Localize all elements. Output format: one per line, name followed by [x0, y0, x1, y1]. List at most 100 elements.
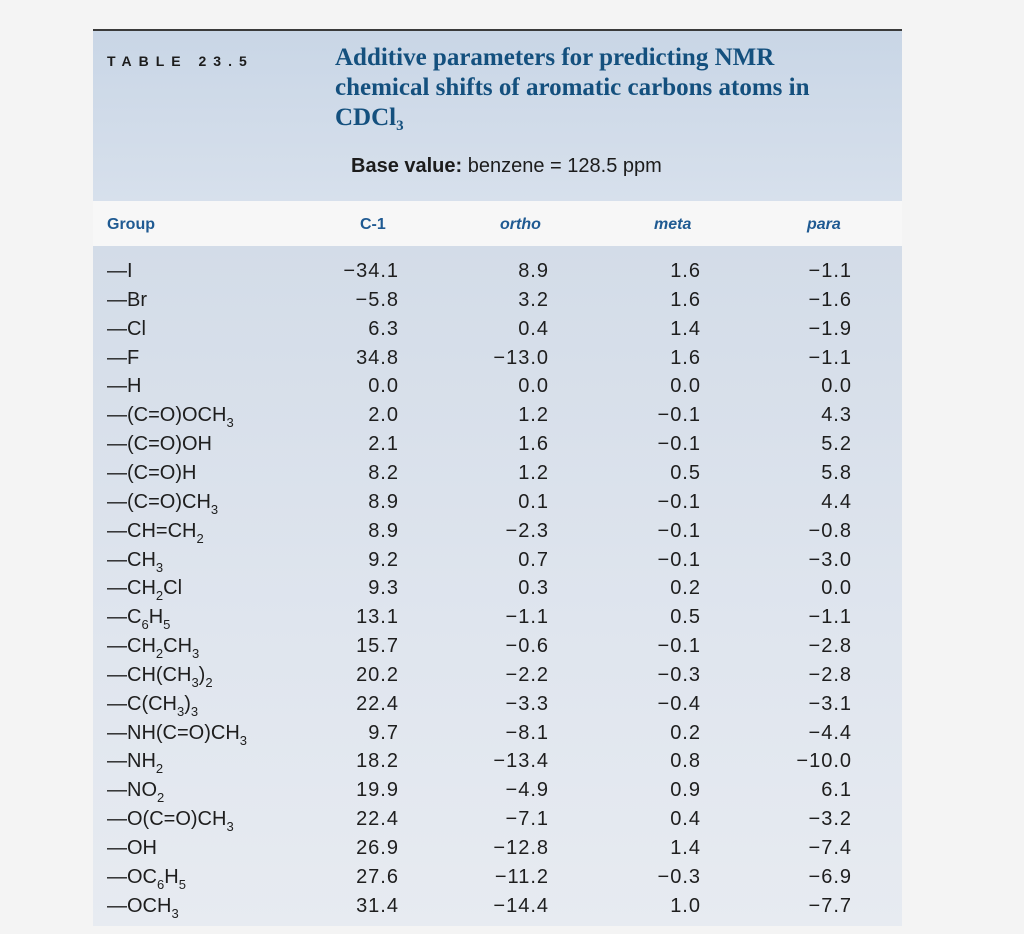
table-row: —(C=O)OCH3 2.0 1.2 −0.1 4.3 [93, 402, 902, 431]
table-row: —O(C=O)CH3 22.4 −7.1 0.4 −3.2 [93, 806, 902, 835]
cell-para: 6.1 [821, 779, 852, 802]
table-caption: Additive parameters for predicting NMR c… [335, 43, 895, 134]
cell-meta: 1.4 [670, 317, 701, 340]
cell-ortho: −0.6 [505, 635, 549, 658]
cell-c1: −5.8 [355, 288, 399, 311]
table-row: —F 34.8 −13.0 1.6 −1.1 [93, 345, 902, 374]
cell-c1: 2.0 [368, 404, 399, 427]
cell-group: —NH(C=O)CH3 [107, 721, 248, 748]
table-row: —C(CH3)3 22.4 −3.3 −0.4 −3.1 [93, 691, 902, 720]
cell-ortho: 0.1 [518, 490, 549, 513]
cell-group: —O(C=O)CH3 [107, 808, 234, 835]
cell-para: −1.1 [808, 606, 852, 629]
cell-c1: 20.2 [356, 663, 399, 686]
cell-para: −7.4 [808, 837, 852, 859]
cell-para: −3.2 [808, 808, 852, 831]
cell-para: −1.6 [808, 288, 852, 311]
table-row: —Cl 6.3 0.4 1.4 −1.9 [93, 316, 902, 345]
cell-ortho: −1.1 [505, 606, 549, 629]
cell-meta: 0.5 [670, 461, 701, 484]
table-row: —I −34.1 8.9 1.6 −1.1 [93, 258, 902, 287]
cell-group: —CH3 [107, 548, 164, 575]
cell-para: −2.8 [808, 635, 852, 658]
cell-meta: −0.3 [657, 663, 701, 686]
cell-para: −1.1 [808, 346, 852, 369]
cell-meta: −0.1 [657, 635, 701, 658]
cell-ortho: 0.0 [518, 375, 549, 398]
cell-ortho: −3.3 [505, 692, 549, 715]
cell-meta: 1.4 [670, 837, 701, 859]
table-row: —CH3 9.2 0.7 −0.1 −3.0 [93, 547, 902, 576]
cell-ortho: 0.4 [518, 317, 549, 340]
cell-para: −1.1 [808, 260, 852, 282]
column-header-row: Group C-1 ortho meta para [93, 201, 902, 246]
cell-para: 5.2 [821, 433, 852, 456]
cell-c1: 6.3 [368, 317, 399, 340]
cell-para: 5.8 [821, 461, 852, 484]
table-row: —(C=O)H 8.2 1.2 0.5 5.8 [93, 460, 902, 489]
cell-ortho: 3.2 [518, 288, 549, 311]
base-value-text: benzene = 128.5 ppm [467, 155, 662, 177]
cell-ortho: −4.9 [505, 779, 549, 802]
cell-c1: 34.8 [356, 346, 399, 369]
cell-ortho: 1.6 [518, 433, 549, 456]
table-row: —(C=O)OH 2.1 1.6 −0.1 5.2 [93, 431, 902, 460]
cell-para: −3.1 [808, 692, 852, 715]
cell-ortho: 1.2 [518, 461, 549, 484]
cell-meta: −0.1 [657, 433, 701, 456]
column-header-c1: C-1 [360, 216, 386, 233]
column-header-para: para [807, 216, 841, 233]
cell-meta: −0.1 [657, 404, 701, 427]
cell-ortho: −7.1 [505, 808, 549, 831]
cell-para: 0.0 [821, 375, 852, 398]
column-header-ortho: ortho [500, 216, 541, 233]
cell-c1: 27.6 [356, 865, 399, 888]
cell-meta: 0.8 [670, 750, 701, 773]
cell-c1: 9.3 [368, 577, 399, 600]
cell-ortho: 8.9 [518, 260, 549, 282]
table-body: —I −34.1 8.9 1.6 −1.1 —Br −5.8 3.2 1.6 −1.6 —Cl 6.3… [93, 246, 902, 926]
cell-para: −7.7 [808, 894, 852, 917]
cell-group: —CH=CH2 [107, 519, 204, 546]
cell-meta: 0.4 [670, 808, 701, 831]
cell-para: −0.8 [808, 519, 852, 542]
cell-ortho: −12.8 [493, 837, 549, 859]
cell-c1: 31.4 [356, 894, 399, 917]
cell-group: —CH(CH3)2 [107, 663, 213, 690]
cell-group: —OH [107, 837, 157, 859]
cell-c1: 22.4 [356, 808, 399, 831]
cell-meta: 0.0 [670, 375, 701, 398]
cell-ortho: −13.0 [493, 346, 549, 369]
cell-group: —C6H5 [107, 606, 171, 633]
table-row: —CH2CH3 15.7 −0.6 −0.1 −2.8 [93, 633, 902, 662]
table-row: —OC6H5 27.6 −11.2 −0.3 −6.9 [93, 864, 902, 893]
cell-c1: 26.9 [356, 837, 399, 859]
cell-para: −2.8 [808, 663, 852, 686]
cell-meta: 1.6 [670, 288, 701, 311]
cell-c1: 22.4 [356, 692, 399, 715]
cell-para: −6.9 [808, 865, 852, 888]
table-row: —(C=O)CH3 8.9 0.1 −0.1 4.4 [93, 489, 902, 518]
cell-c1: 8.9 [368, 519, 399, 542]
cell-group: —(C=O)H [107, 461, 197, 484]
cell-c1: 9.2 [368, 548, 399, 571]
table-row: —OCH3 31.4 −14.4 1.0 −7.7 [93, 893, 902, 922]
cell-meta: −0.4 [657, 692, 701, 715]
cell-meta: 1.0 [670, 894, 701, 917]
cell-meta: −0.3 [657, 865, 701, 888]
cell-group: —(C=O)OH [107, 433, 212, 456]
cell-group: —CH2Cl [107, 577, 183, 604]
base-value: Base value: benzene = 128.5 ppm [351, 155, 662, 178]
cell-c1: 0.0 [368, 375, 399, 398]
cell-group: —C(CH3)3 [107, 692, 199, 719]
cell-c1: −34.1 [343, 260, 399, 282]
table-header: TABLE 23.5 Additive parameters for predi… [93, 31, 902, 201]
caption-line-1: Additive parameters for predicting NMR [335, 44, 775, 71]
cell-ortho: 1.2 [518, 404, 549, 427]
cell-ortho: 0.7 [518, 548, 549, 571]
table-row: —NO2 19.9 −4.9 0.9 6.1 [93, 777, 902, 806]
cell-group: —NO2 [107, 779, 165, 806]
cell-para: 4.3 [821, 404, 852, 427]
caption-line-3-sub: 3 [396, 118, 404, 134]
table-row: —CH=CH2 8.9 −2.3 −0.1 −0.8 [93, 518, 902, 547]
